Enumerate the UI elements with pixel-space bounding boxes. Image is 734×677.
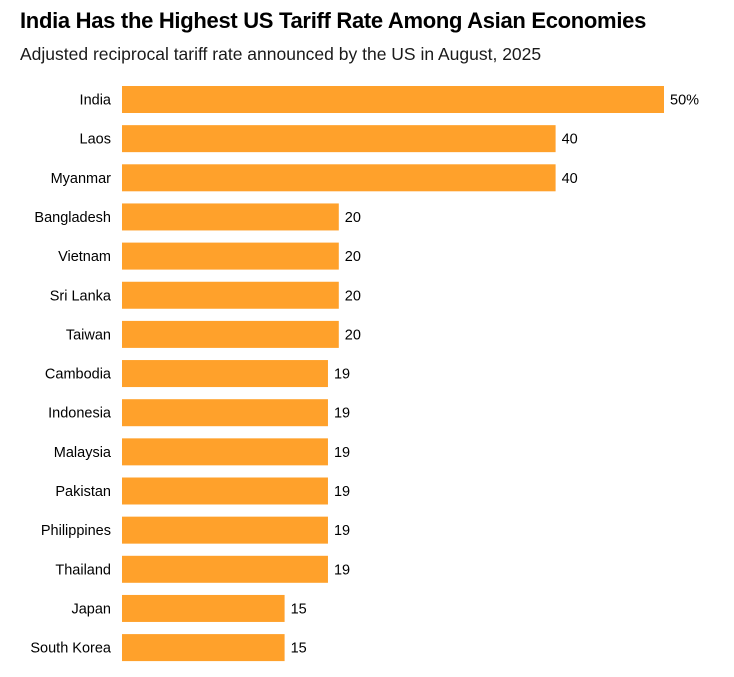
bar [122, 281, 339, 309]
category-label: Sri Lanka [50, 288, 112, 304]
category-label: Philippines [41, 523, 111, 539]
category-label: Myanmar [51, 171, 112, 187]
category-label: Japan [71, 601, 111, 617]
value-label: 20 [345, 249, 361, 265]
value-label: 20 [345, 327, 361, 343]
bar [122, 438, 328, 466]
bar [122, 555, 328, 583]
category-label: Thailand [55, 562, 111, 578]
value-label: 19 [334, 367, 350, 383]
value-label: 19 [334, 445, 350, 461]
bar [122, 516, 328, 544]
value-label: 20 [345, 210, 361, 226]
category-label: Cambodia [45, 367, 112, 383]
bar [122, 594, 285, 622]
category-label: Pakistan [55, 484, 111, 500]
category-label: Indonesia [48, 406, 112, 422]
bar [122, 125, 556, 153]
bar [122, 634, 285, 662]
value-label: 19 [334, 523, 350, 539]
category-label: South Korea [30, 641, 112, 657]
bar [122, 320, 339, 348]
bar [122, 164, 556, 192]
bar [122, 86, 664, 113]
bar [122, 203, 339, 231]
category-label: Malaysia [54, 445, 112, 461]
bar [122, 399, 328, 427]
category-label: Vietnam [58, 249, 111, 265]
chart-title: India Has the Highest US Tariff Rate Amo… [20, 8, 647, 33]
bar [122, 360, 328, 388]
category-label: Bangladesh [34, 210, 111, 226]
bar [122, 477, 328, 505]
category-label: Laos [80, 132, 111, 148]
value-label: 40 [562, 171, 578, 187]
value-label: 20 [345, 288, 361, 304]
category-label: India [80, 93, 112, 109]
chart-subtitle: Adjusted reciprocal tariff rate announce… [20, 44, 542, 64]
value-label: 19 [334, 406, 350, 422]
value-label: 19 [334, 562, 350, 578]
bar [122, 242, 339, 270]
category-label: Taiwan [66, 327, 111, 343]
value-label: 15 [291, 601, 307, 617]
value-label: 40 [562, 132, 578, 148]
value-label: 19 [334, 484, 350, 500]
value-label: 50% [670, 93, 699, 109]
value-label: 15 [291, 641, 307, 657]
